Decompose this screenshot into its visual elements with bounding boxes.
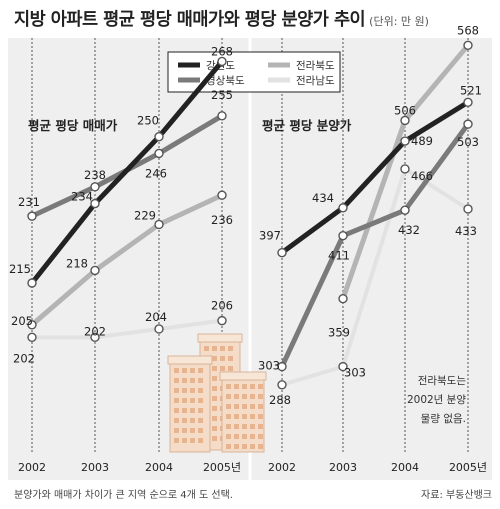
data-point — [400, 164, 410, 174]
legend-label: 경상북도 — [206, 74, 245, 87]
data-label: 466 — [411, 169, 433, 183]
data-point — [217, 190, 227, 200]
source-label: 자료: 부동산뱅크 — [421, 490, 492, 501]
data-point — [217, 315, 227, 326]
data-point — [154, 131, 164, 142]
data-label: 268 — [211, 44, 233, 58]
data-point — [338, 361, 348, 372]
data-label: 202 — [13, 351, 35, 365]
data-label: 506 — [394, 103, 416, 117]
x-tick-label: 2004 — [391, 461, 419, 474]
data-label: 397 — [259, 229, 281, 243]
header: 지방 아파트 평균 평당 매매가와 평당 분양가 추이 (단위: 만 원) — [14, 6, 494, 36]
data-point — [27, 332, 37, 343]
note-text: 전라북도는 — [418, 375, 467, 387]
x-tick-label: 2003 — [81, 461, 109, 474]
series-line — [280, 100, 470, 255]
left-panel-title: 평균 평당 매매가 — [28, 118, 118, 133]
data-point — [154, 148, 164, 159]
data-label: 218 — [66, 256, 88, 270]
right-panel-title: 평균 평당 분양가 — [262, 118, 352, 133]
data-label: 303 — [344, 366, 366, 380]
series-line — [281, 166, 470, 387]
data-label: 288 — [269, 393, 291, 407]
series-line — [30, 59, 224, 285]
legend-box — [167, 51, 341, 93]
data-label: 503 — [457, 135, 479, 149]
legend-label: 전라남도 — [296, 75, 335, 87]
series-line — [30, 192, 224, 327]
data-point — [27, 278, 37, 288]
x-tick-label: 2005년 — [449, 461, 487, 474]
footnote: 분양가와 매매가 차이가 큰 지역 순으로 4개 도 선택. — [14, 490, 233, 501]
x-tick-label: 2002 — [268, 461, 296, 474]
data-label: 229 — [134, 208, 156, 222]
data-point — [217, 111, 227, 121]
data-label: 231 — [18, 195, 40, 209]
data-point — [90, 182, 100, 192]
note-text: 물량 없음. — [421, 412, 466, 425]
data-point — [338, 230, 348, 241]
data-label: 246 — [145, 166, 167, 180]
data-label: 434 — [312, 191, 334, 205]
data-point — [277, 247, 287, 258]
data-point — [463, 97, 473, 107]
x-tick-label: 2005년 — [203, 461, 241, 474]
data-point — [400, 115, 410, 126]
data-label: 205 — [11, 314, 33, 328]
data-point — [400, 136, 410, 146]
data-label: 489 — [411, 134, 433, 148]
data-point — [27, 320, 37, 330]
data-label: 234 — [71, 190, 93, 204]
data-label: 206 — [211, 299, 233, 313]
data-point — [338, 203, 348, 213]
data-point — [277, 380, 287, 390]
note-text: 2002년 분양 — [407, 394, 466, 406]
data-point — [90, 332, 100, 343]
data-label: 359 — [328, 326, 350, 340]
data-point — [463, 119, 473, 129]
series-line — [279, 122, 471, 368]
x-tick-label: 2003 — [329, 461, 357, 474]
data-point — [154, 219, 164, 230]
data-label: 255 — [211, 88, 233, 102]
series-line — [32, 318, 223, 340]
chart-title: 지방 아파트 평균 평당 매매가와 평당 분양가 추이 — [14, 10, 366, 30]
data-label: 568 — [457, 23, 479, 37]
data-label: 521 — [460, 83, 482, 97]
data-label: 204 — [145, 310, 167, 324]
data-point — [463, 204, 473, 214]
data-point — [338, 294, 348, 304]
data-point — [463, 40, 473, 50]
data-label: 432 — [398, 223, 420, 237]
building-illustration — [167, 333, 267, 453]
data-label: 238 — [84, 168, 106, 182]
legend-label: 전라북도 — [296, 60, 335, 72]
x-tick-label: 2004 — [145, 461, 173, 474]
x-tick-label: 2002 — [18, 461, 46, 474]
unit-label: (단위: 만 원) — [369, 15, 429, 28]
data-point — [90, 265, 100, 276]
data-label: 411 — [328, 249, 350, 263]
data-label: 236 — [211, 213, 233, 227]
data-label: 215 — [9, 262, 31, 276]
data-point — [154, 324, 164, 334]
data-label: 303 — [258, 359, 280, 373]
data-point — [277, 361, 287, 372]
data-point — [27, 211, 37, 221]
data-label: 433 — [455, 224, 477, 238]
data-label: 250 — [137, 114, 159, 128]
data-label: 202 — [84, 324, 106, 338]
data-point — [90, 198, 100, 209]
data-point — [400, 205, 410, 215]
data-point — [217, 56, 227, 67]
